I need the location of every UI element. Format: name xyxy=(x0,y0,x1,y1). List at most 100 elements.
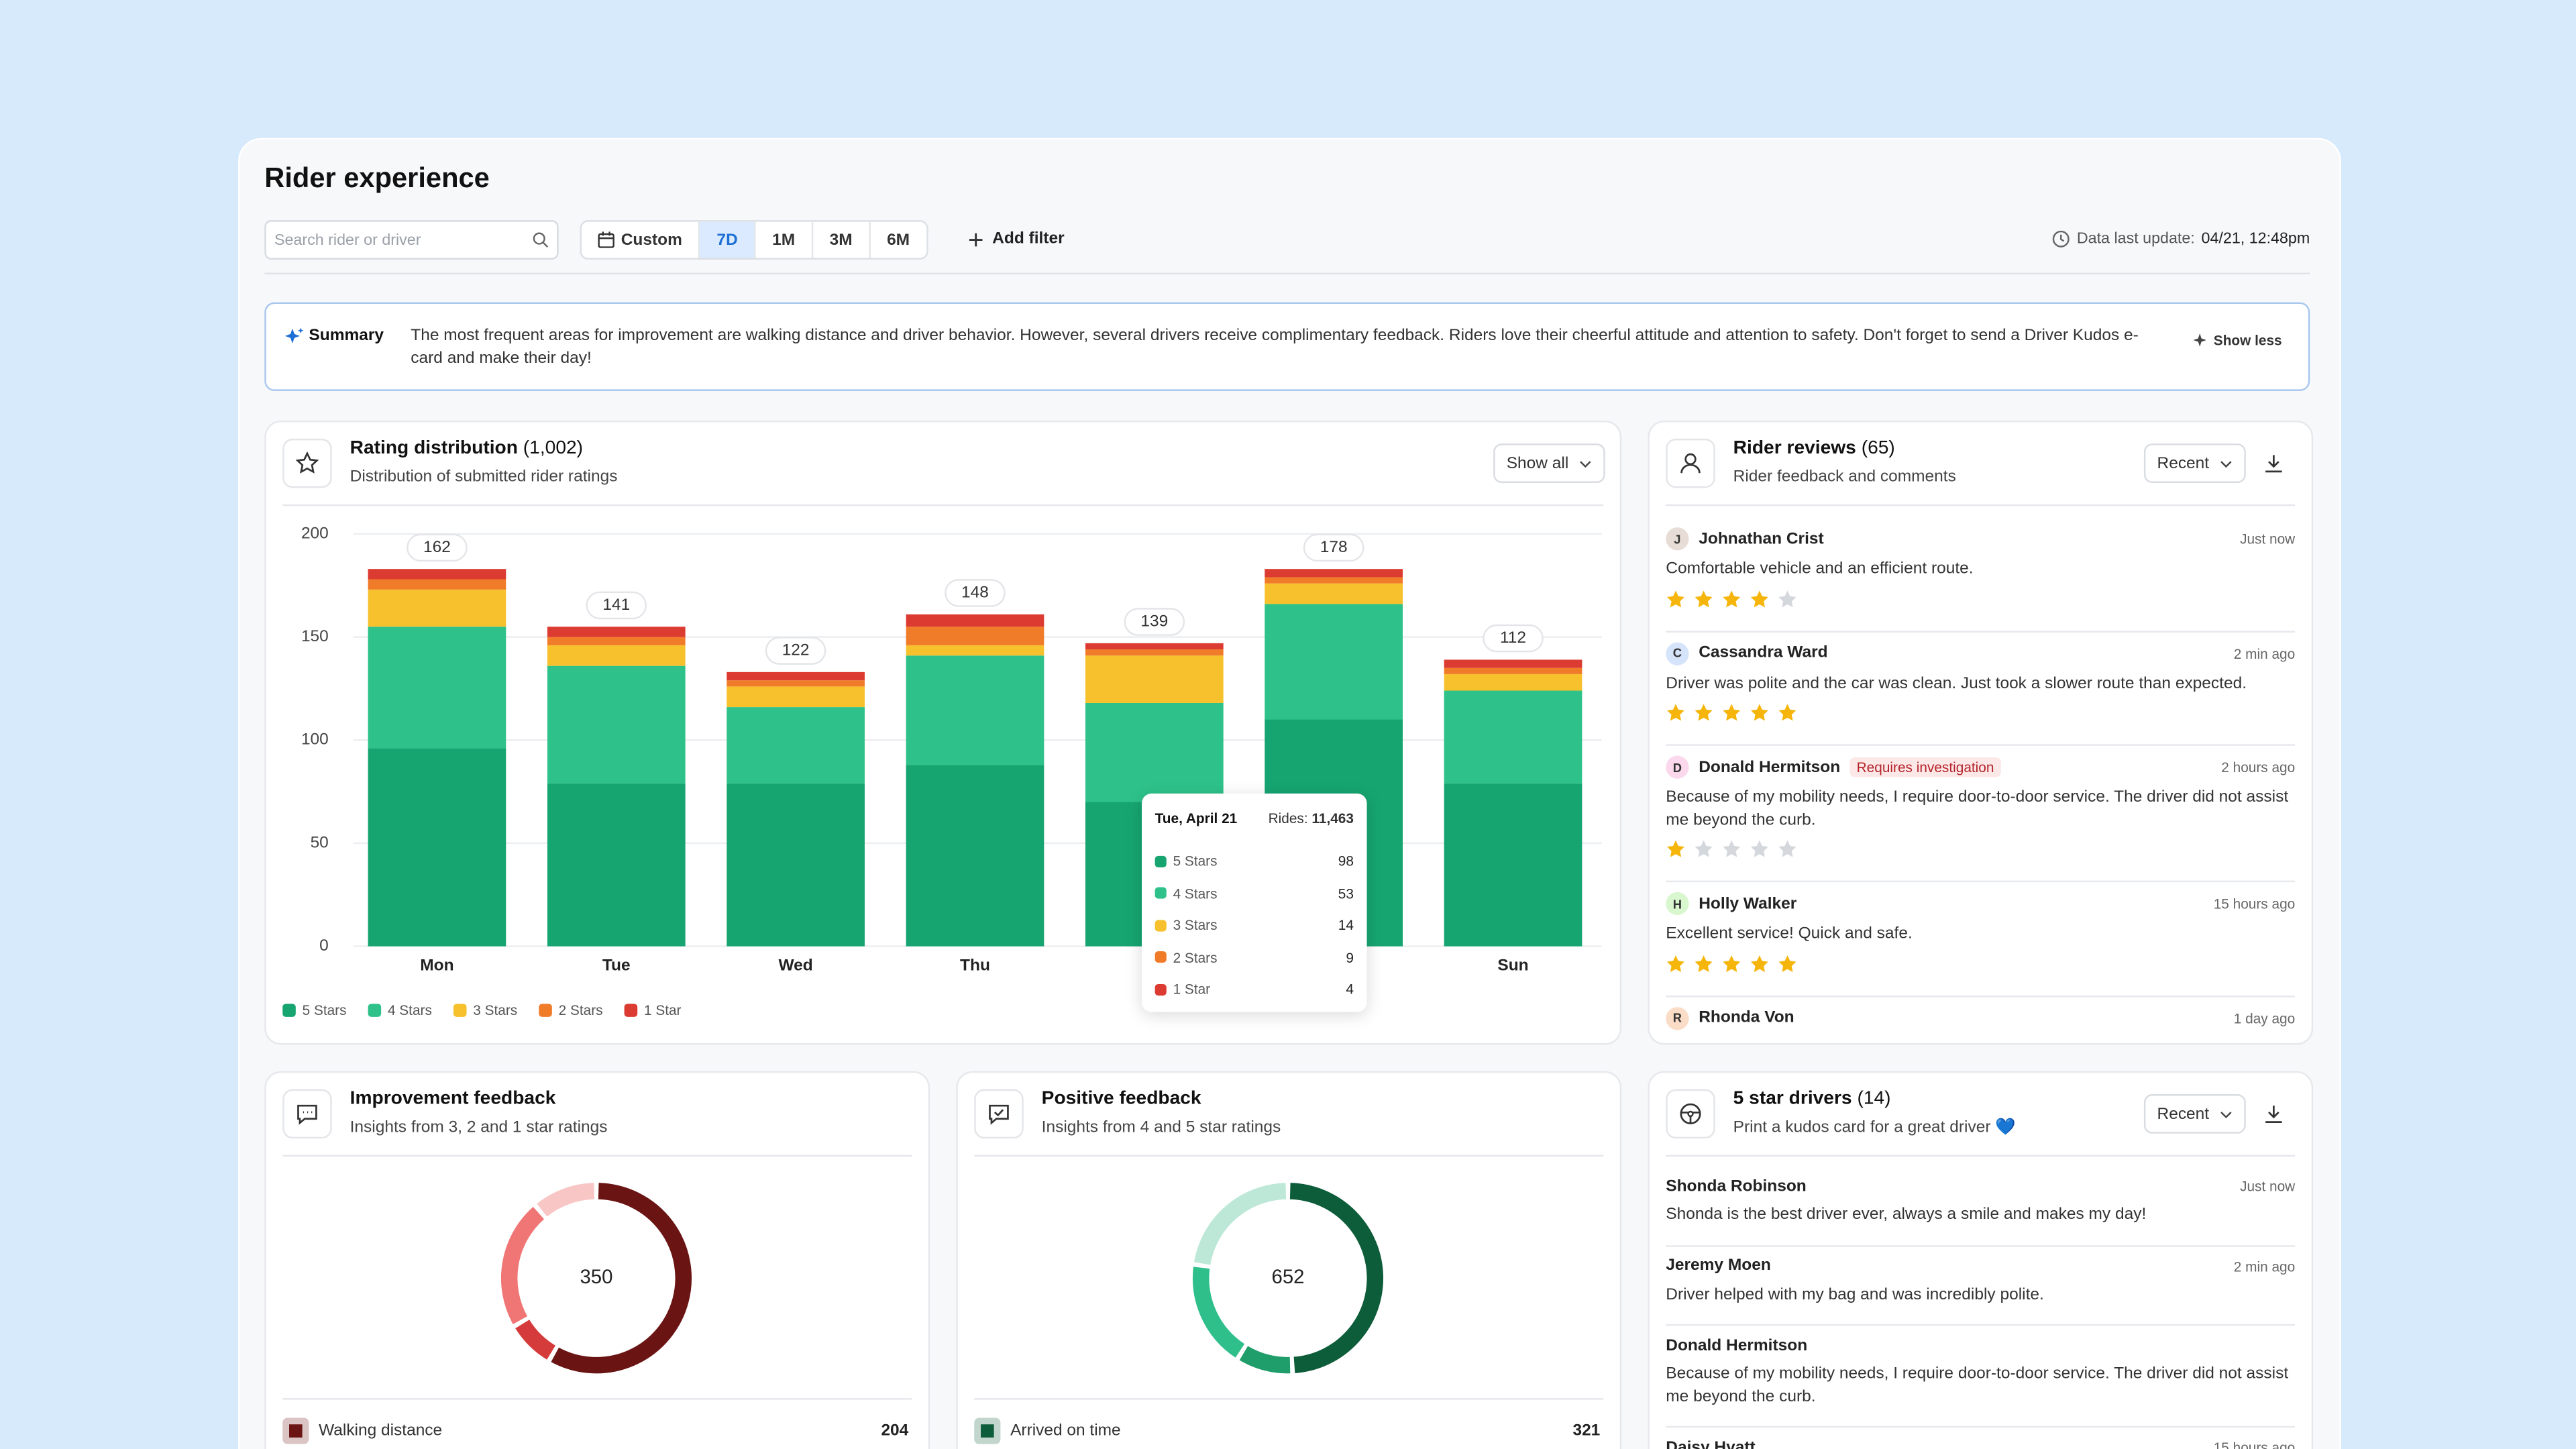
range-label: Custom xyxy=(621,231,682,250)
show-less[interactable]: Show less xyxy=(2194,332,2282,348)
bar-segment xyxy=(1444,667,1582,674)
range-button[interactable]: 6M xyxy=(871,222,926,258)
wheel-icon xyxy=(1680,1103,1701,1124)
rating-stars xyxy=(1666,838,2295,861)
rides-label: Rides: xyxy=(1268,810,1308,826)
divider xyxy=(1666,1155,2296,1157)
tooltip-row: 3 Stars 14 xyxy=(1155,917,1354,933)
bar-segment xyxy=(1265,583,1403,604)
review-list: J Johnathan Crist Just now Comfortable vehi… xyxy=(1666,517,2296,1043)
x-tick-label: Tue xyxy=(602,956,631,974)
tooltip-value: 9 xyxy=(1346,949,1354,965)
show-all-dropdown[interactable]: Show all xyxy=(1493,443,1605,484)
star xyxy=(1695,704,1713,721)
bar-segment xyxy=(1265,577,1403,584)
star xyxy=(1723,590,1741,607)
driver-text: Because of my mobility needs, I require … xyxy=(1666,1365,2289,1406)
bar-segment xyxy=(906,627,1044,645)
card-title: Rating distribution (1,002) xyxy=(350,439,583,458)
total-pill xyxy=(407,533,468,562)
legend-value: 321 xyxy=(1572,1421,1600,1440)
avatar: D xyxy=(1666,755,1689,779)
legend-label: Arrived on time xyxy=(1010,1421,1121,1440)
donut-segment xyxy=(1192,1267,1245,1358)
card-title: Rider reviews (65) xyxy=(1733,439,1895,458)
avatar: J xyxy=(1666,527,1689,551)
star xyxy=(1750,704,1768,721)
bar-segment xyxy=(727,686,865,708)
driver-text: Shonda is the best driver ever, always a… xyxy=(1666,1205,2147,1224)
star-shape xyxy=(1778,954,1796,971)
star-shape xyxy=(1695,840,1713,857)
review-text: Because of my mobility needs, I require … xyxy=(1666,788,2289,829)
add-filter-label: Add filter xyxy=(992,229,1065,248)
bar-segment xyxy=(906,765,1044,947)
legend-label: 1 Star xyxy=(644,1003,682,1018)
bar-segment xyxy=(1085,655,1224,703)
review-item: R Rhonda Von 1 day ago xyxy=(1666,996,2295,1043)
search-icon xyxy=(533,232,549,248)
divider xyxy=(264,272,2310,274)
tooltip-swatch xyxy=(1155,919,1167,931)
legend-value: 204 xyxy=(881,1421,908,1440)
star xyxy=(1723,954,1741,971)
range-label: 7D xyxy=(716,231,738,250)
review-header: R Rhonda Von 1 day ago xyxy=(1666,1006,2295,1030)
tooltip-value: 14 xyxy=(1338,916,1354,934)
review-item: C Cassandra Ward 2 min ago Driver was polit… xyxy=(1666,632,2296,746)
range-button[interactable]: 1M xyxy=(756,221,814,258)
legend-label: 2 Stars xyxy=(559,1003,603,1018)
y-tick-label: 200 xyxy=(301,524,329,542)
tooltip: Tue, April 21 Rides: 11,463 5 Stars 98 4 S… xyxy=(1142,793,1367,1012)
card-subtitle: Insights from 3, 2 and 1 star ratings xyxy=(350,1118,608,1137)
download-icon[interactable] xyxy=(2264,1104,2284,1124)
star xyxy=(1778,590,1796,607)
sort-dropdown[interactable]: Recent xyxy=(2143,443,2245,484)
bar-segment xyxy=(547,637,686,645)
chevron xyxy=(2220,460,2231,468)
divider xyxy=(282,504,1604,506)
range-button[interactable]: 3M xyxy=(813,221,871,258)
tooltip-name: 1 Star xyxy=(1173,981,1211,998)
positive-card: Positive feedback Insights from 4 and 5 … xyxy=(956,1071,1622,1449)
sparkle-icon xyxy=(284,327,304,343)
bar-segment xyxy=(368,569,506,580)
bar-segment xyxy=(547,627,686,637)
add-filter[interactable]: Add filter xyxy=(967,229,1065,248)
review-time: 2 hours ago xyxy=(2221,759,2296,775)
tooltip-swatch xyxy=(1155,951,1167,963)
tooltip-value: 98 xyxy=(1338,853,1354,869)
total-label: 148 xyxy=(961,583,989,601)
card-title: 5 star drivers (14) xyxy=(1733,1089,1891,1109)
last-update: Data last update: 04/21, 12:48pm xyxy=(2052,230,2310,248)
star-icon xyxy=(295,451,319,474)
download-icon[interactable] xyxy=(2264,453,2284,473)
range-button[interactable]: Custom xyxy=(582,221,700,258)
range-button[interactable]: 7D xyxy=(700,221,756,258)
total-pill xyxy=(586,591,647,620)
driver-header: Jeremy Moen 2 min ago xyxy=(1666,1254,2295,1277)
star xyxy=(1778,704,1796,721)
range-selector: Custom 7D 1M 3M 6M xyxy=(580,220,928,260)
bar-segment xyxy=(1444,659,1582,668)
update-value: 04/21, 12:48pm xyxy=(2201,229,2310,248)
tooltip-name: 3 Stars xyxy=(1173,916,1218,934)
star-shape xyxy=(1723,590,1741,607)
star xyxy=(1750,954,1768,971)
icon-box xyxy=(974,1089,1024,1139)
bar-segment xyxy=(906,645,1044,656)
rating-stars xyxy=(1666,702,2295,724)
donut-segment xyxy=(1289,1183,1383,1373)
search-box[interactable]: Search rider or driver xyxy=(264,220,559,260)
driver-time: 15 hours ago xyxy=(2213,1439,2296,1449)
divider xyxy=(282,1155,912,1157)
icon-box xyxy=(282,1089,332,1139)
star xyxy=(1666,840,1684,857)
bar-segment xyxy=(368,748,506,947)
driver-header: Shonda Robinson Just now xyxy=(1666,1175,2295,1197)
divider xyxy=(282,1398,912,1400)
reviewer-name: Johnathan Crist xyxy=(1699,529,1824,548)
sort-dropdown[interactable]: Recent xyxy=(2143,1094,2245,1134)
donut-chart: 652 Arrived on time 321 xyxy=(974,1183,1600,1444)
